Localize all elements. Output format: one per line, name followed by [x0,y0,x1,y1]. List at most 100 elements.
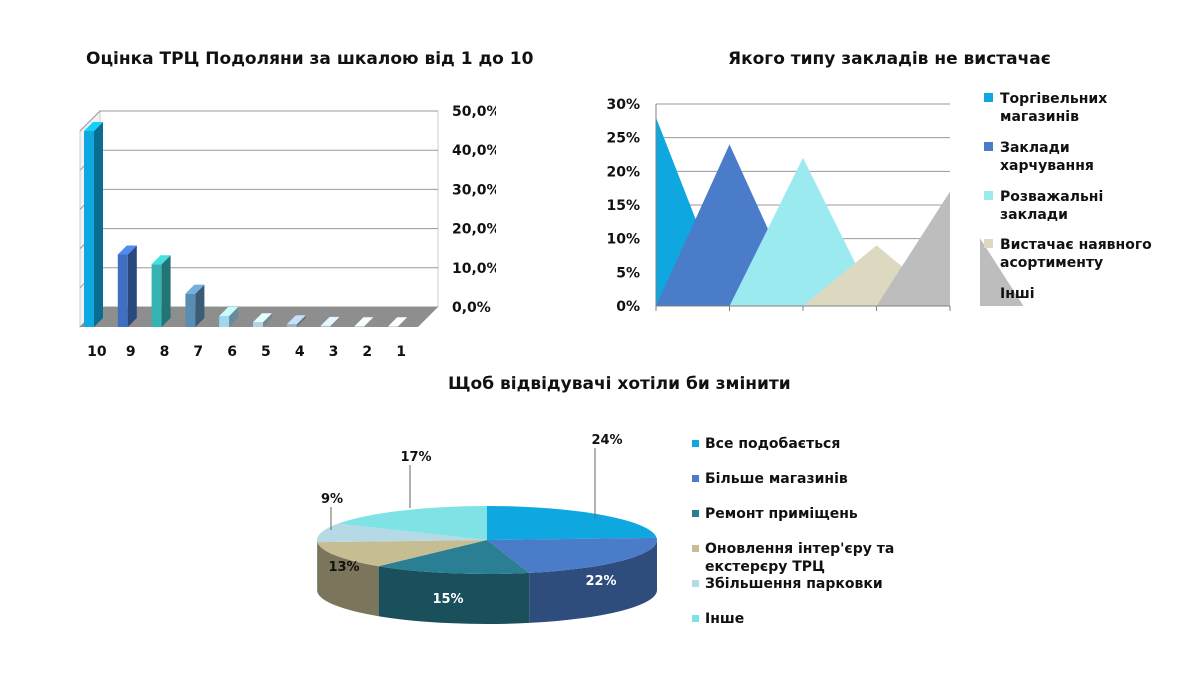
x-tick-label: 1 [396,344,406,360]
legend-swatch [692,510,699,517]
x-tick-label: 4 [295,344,305,360]
x-tick-label: 2 [362,344,372,360]
legend-label: Заклади харчування [1000,140,1094,174]
legend-label: Все подобається [705,436,840,452]
legend-label: Збільшення парковки [705,576,883,592]
legend-label-line: харчування [1000,158,1094,174]
legend-swatch [984,239,993,248]
bar-top [185,284,205,294]
bar-front [84,131,94,327]
bar-top [388,317,408,327]
bar-side [263,313,272,327]
plot-mask-right [950,84,980,326]
legend-swatch [692,615,699,622]
missing-venues-y-ticks: 0% 5% 10% 15% 20% 25% 30% [606,97,640,315]
bar-top [320,316,340,326]
pie-pct-label: 24% [591,433,622,448]
legend-label: Вистачає наявного асортименту [1000,237,1152,271]
bar-front [253,322,263,327]
changes-chart-title: Щоб відвідувачі хотіли би змінити [448,374,791,394]
legend-label-line: Заклади [1000,140,1070,156]
bar-top [117,245,137,255]
pie-slice [487,506,657,540]
legend-label-line: Вистачає наявного [1000,237,1152,253]
y-tick-label: 30,0% [452,182,501,198]
legend-label: Інші [1000,286,1035,302]
missing-venues-areas [496,84,1024,326]
rating-chart: Оцінка ТРЦ Подоляни за шкалою від 1 до 1… [79,49,534,360]
bar-front [117,254,128,327]
y-tick-label: 50,0% [452,104,501,120]
legend-swatch [984,191,993,200]
legend-label-line: Розважальні [1000,189,1103,205]
y-tick-label: 40,0% [452,143,501,159]
missing-venues-axes [655,104,951,311]
rating-chart-bars [84,122,408,327]
plot-mask-left [496,84,656,326]
y-tick-label: 20% [606,164,640,180]
legend-swatch [692,475,699,482]
legend-label-line: асортименту [1000,255,1103,271]
rating-chart-x-ticks: 10 9 8 7 6 5 4 3 2 1 [87,344,406,360]
legend-label-line: екстерєру ТРЦ [705,559,825,575]
legend-label-line: Оновлення інтер'єру та [705,541,894,557]
changes-legend: Все подобається Більше магазинів Ремонт пр… [692,436,894,627]
missing-venues-title: Якого типу закладів не вистачає [728,49,1051,69]
y-tick-label: 20,0% [452,222,501,238]
y-tick-label: 30% [606,97,640,113]
pie-slice [378,540,530,575]
pie-pct-label: 15% [432,592,463,607]
bar-side [127,245,137,327]
legend-swatch [984,288,993,297]
bar-side [398,317,408,327]
y-tick-label: 10% [606,232,640,248]
back-wall [99,110,439,308]
pie-slice [317,523,487,543]
changes-pie [317,506,658,624]
pie-side [378,566,530,624]
rating-chart-grid [79,109,439,329]
bar-side [94,122,103,327]
area-series [729,157,877,306]
bar-top [151,255,171,265]
pie-slice [317,540,487,567]
x-tick-label: 3 [329,344,339,360]
legend-label: Інше [705,611,744,627]
bar-front [320,325,331,327]
changes-chart: Щоб відвідувачі хотіли би змінити 24% 22%… [317,374,894,627]
bar-top [219,307,239,317]
x-tick-label: 10 [87,344,107,360]
legend-swatch [692,580,699,587]
bar-side [195,284,205,327]
pie-side [317,542,379,617]
bar-front [354,326,365,327]
pie-pct-label: 9% [321,492,343,507]
x-tick-label: 6 [227,344,237,360]
legend-label-line: магазинів [1000,109,1079,125]
bar-side [330,316,340,327]
bar-front [151,264,162,327]
y-tick-label: 0,0% [452,300,491,316]
bar-side [296,315,306,327]
pie-pct-label: 17% [400,450,431,465]
legend-swatch [692,440,699,447]
rating-chart-title: Оцінка ТРЦ Подоляни за шкалою від 1 до 1… [86,49,534,69]
bar-top [286,315,306,325]
legend-label: Оновлення інтер'єру та екстерєру ТРЦ [705,541,894,575]
legend-swatch [692,545,699,552]
x-tick-label: 5 [261,344,271,360]
bar-front [185,293,196,327]
pie-side [529,540,657,623]
bar-side [229,307,239,327]
legend-label: Розважальні заклади [1000,189,1103,223]
y-tick-label: 25% [606,131,640,147]
bar-top [354,317,374,327]
legend-label: Торгівельних магазинів [1000,91,1107,125]
y-tick-label: 5% [616,265,640,281]
bar-top [84,122,103,131]
y-tick-label: 0% [616,299,640,315]
rating-chart-y-ticks: 0,0% 10,0% 20,0% 30,0% 40,0% 50,0% [452,104,501,316]
missing-venues-legend: Торгівельних магазинів Заклади харчування Ро… [984,91,1152,302]
legend-swatch [984,142,993,151]
